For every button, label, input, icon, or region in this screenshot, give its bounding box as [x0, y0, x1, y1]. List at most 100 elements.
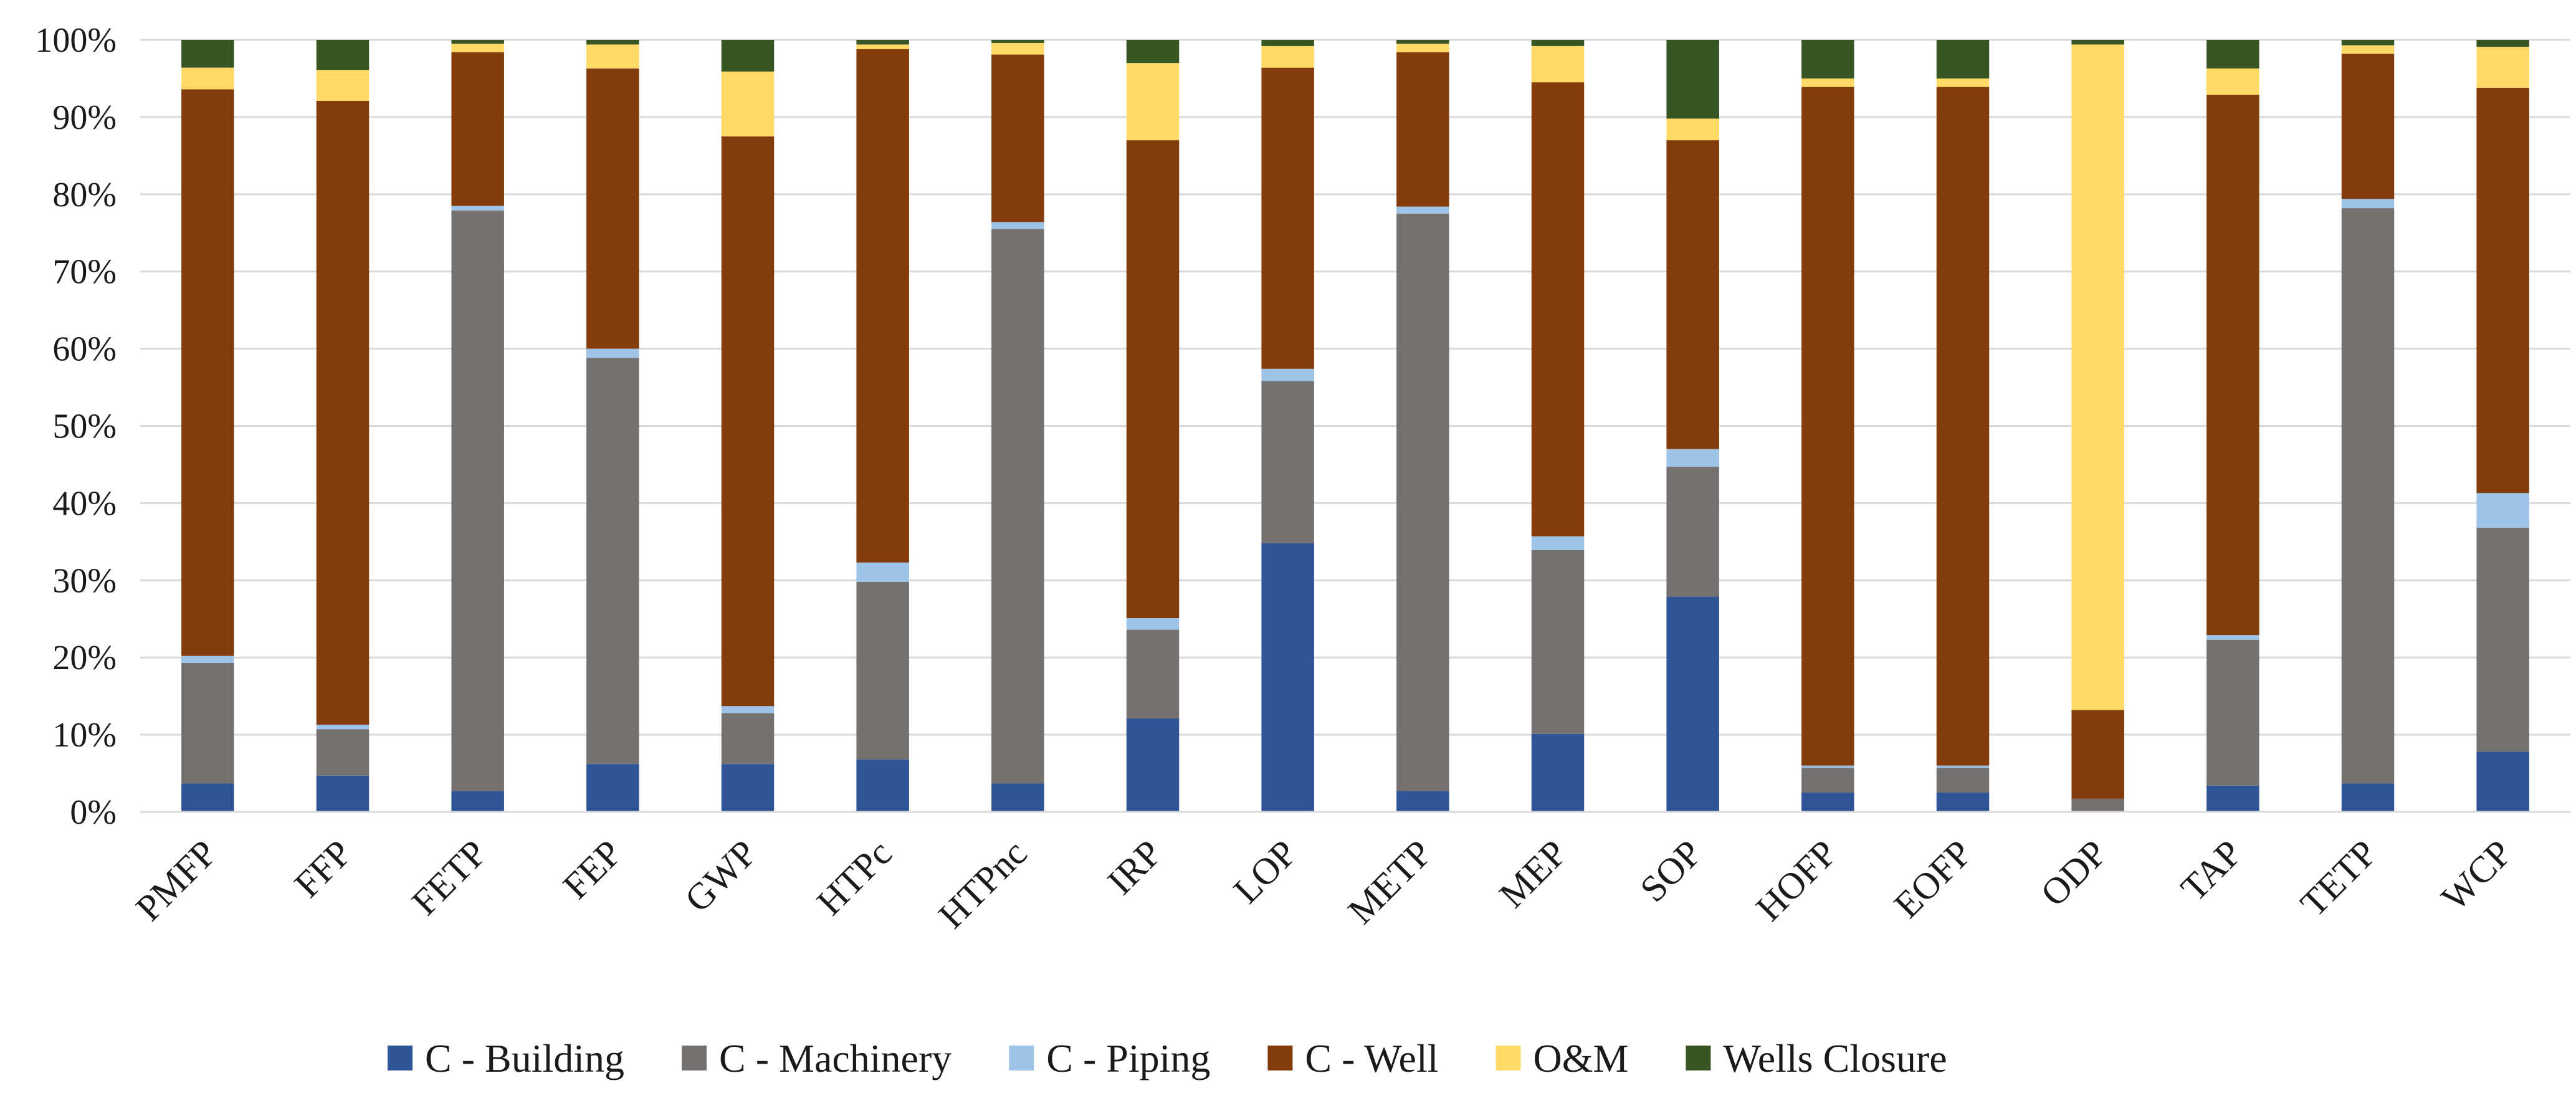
bar-stack-htpc — [856, 40, 909, 812]
bar-segment-fetp-wells-closure — [451, 40, 504, 44]
bar-segment-fetp-c-building — [451, 791, 504, 812]
bar-segment-pmfp-c-well — [181, 89, 234, 656]
legend-swatch-o-m — [1496, 1046, 1521, 1070]
bar-segment-ffp-o-m — [316, 70, 370, 101]
bar-segment-sop-c-piping — [1666, 449, 1719, 467]
bar-stack-ffp — [316, 40, 370, 812]
bar-segment-ffp-c-machinery — [316, 729, 370, 776]
bar-segment-gwp-c-piping — [721, 706, 775, 713]
bar-segment-lop-c-piping — [1261, 368, 1314, 381]
bar-segment-lop-c-well — [1261, 67, 1314, 369]
bar-segment-htpc-o-m — [856, 44, 909, 49]
x-tick-label-tetp: TETP — [2292, 832, 2385, 925]
x-tick-label-irp: IRP — [1099, 832, 1170, 903]
bar-segment-metp-c-well — [1396, 52, 1449, 207]
legend-label-c-machinery: C - Machinery — [719, 1036, 952, 1080]
legend-swatch-wells-closure — [1686, 1046, 1711, 1070]
bar-segment-gwp-c-well — [721, 136, 775, 707]
bar-stack-odp — [2071, 40, 2124, 812]
y-tick-label-20: 20% — [52, 639, 117, 677]
bar-segment-lop-c-machinery — [1261, 381, 1314, 543]
bar-segment-irp-c-piping — [1126, 618, 1180, 630]
bar-stack-hofp — [1801, 40, 1854, 812]
x-tick-label-eofp: EOFP — [1886, 832, 1980, 926]
x-tick-label-wcp: WCP — [2433, 832, 2520, 919]
y-tick-label-50: 50% — [52, 408, 117, 446]
bar-segment-fetp-c-well — [451, 52, 504, 206]
bar-segment-pmfp-o-m — [181, 67, 234, 90]
bar-segment-irp-o-m — [1126, 63, 1180, 141]
bar-stack-wcp — [2476, 40, 2529, 812]
bar-segment-eofp-c-well — [1936, 87, 1990, 766]
bar-segment-ffp-c-building — [316, 775, 370, 812]
x-tick-label-sop: SOP — [1632, 832, 1710, 910]
bar-segment-mep-c-piping — [1531, 536, 1585, 550]
x-tick-label-lop: LOP — [1226, 832, 1305, 912]
bar-segment-mep-c-well — [1531, 82, 1585, 536]
bar-segment-eofp-c-machinery — [1936, 768, 1990, 793]
bar-stack-tetp — [2341, 40, 2395, 812]
bar-segment-fep-c-machinery — [586, 358, 639, 765]
bar-segment-tap-o-m — [2206, 68, 2259, 95]
x-tick-label-fetp: FETP — [404, 832, 495, 923]
bar-segment-htpc-wells-closure — [856, 40, 909, 45]
bar-stack-mep — [1531, 40, 1585, 812]
bar-segment-mep-o-m — [1531, 45, 1585, 83]
gridlines — [140, 39, 2570, 813]
y-tick-label-30: 30% — [52, 561, 117, 600]
x-tick-label-mep: MEP — [1491, 832, 1575, 916]
bar-segment-htpc-c-building — [856, 759, 909, 812]
bar-segment-metp-wells-closure — [1396, 40, 1449, 44]
bar-stack-eofp — [1936, 40, 1990, 812]
bar-segment-tap-wells-closure — [2206, 40, 2259, 69]
bar-segment-wcp-c-well — [2476, 87, 2529, 493]
x-tick-label-htpc: HTPc — [809, 832, 900, 923]
bar-segment-tetp-c-piping — [2341, 199, 2395, 209]
bar-segment-fep-c-piping — [586, 348, 639, 358]
bar-segment-pmfp-c-machinery — [181, 662, 234, 784]
y-tick-label-80: 80% — [52, 176, 117, 214]
bar-segment-htpc-c-machinery — [856, 581, 909, 760]
bar-segment-irp-c-machinery — [1126, 629, 1180, 719]
bar-segment-metp-o-m — [1396, 44, 1449, 52]
bar-segment-pmfp-wells-closure — [181, 40, 234, 68]
legend: C - Building C - Machinery C - Piping C - W… — [388, 1036, 1947, 1080]
x-tick-label-hofp: HOFP — [1748, 832, 1844, 929]
bar-segment-odp-wells-closure — [2071, 40, 2124, 45]
bar-segment-tap-c-machinery — [2206, 639, 2259, 786]
bar-segment-hofp-c-well — [1801, 87, 1854, 766]
legend-label-c-building: C - Building — [425, 1036, 624, 1080]
bar-segment-fetp-o-m — [451, 44, 504, 52]
bar-segment-irp-wells-closure — [1126, 40, 1180, 64]
bar-segment-htpnc-wells-closure — [991, 40, 1044, 43]
bar-segment-tap-c-piping — [2206, 635, 2259, 640]
bar-segment-hofp-o-m — [1801, 78, 1854, 87]
bar-segment-irp-c-building — [1126, 718, 1180, 812]
bar-segment-fetp-c-machinery — [451, 210, 504, 791]
legend-item-o-m: O&M — [1496, 1036, 1628, 1080]
bar-segment-sop-c-well — [1666, 140, 1719, 449]
legend-swatch-c-building — [388, 1046, 413, 1070]
bar-segment-mep-wells-closure — [1531, 40, 1585, 46]
bar-segment-odp-c-machinery — [2071, 798, 2124, 812]
x-tick-label-pmfp: PMFP — [128, 832, 224, 929]
bar-segment-tetp-c-well — [2341, 54, 2395, 199]
bar-segment-pmfp-c-building — [181, 783, 234, 812]
y-tick-label-70: 70% — [52, 253, 117, 292]
x-tick-label-metp: METP — [1340, 832, 1440, 932]
bar-segment-hofp-c-machinery — [1801, 768, 1854, 793]
x-tick-label-ffp: FFP — [287, 832, 360, 905]
bar-stack-fep — [586, 40, 639, 812]
bar-segment-eofp-o-m — [1936, 78, 1990, 87]
bar-segment-tetp-c-building — [2341, 783, 2395, 812]
bar-segment-wcp-wells-closure — [2476, 40, 2529, 47]
bars — [181, 40, 2529, 812]
bar-segment-hofp-c-building — [1801, 793, 1854, 812]
bar-segment-wcp-c-piping — [2476, 493, 2529, 528]
legend-swatch-c-well — [1267, 1046, 1293, 1070]
y-tick-label-0: 0% — [70, 793, 117, 832]
y-tick-label-40: 40% — [52, 484, 117, 523]
legend-item-c-well: C - Well — [1267, 1036, 1439, 1080]
bar-segment-metp-c-machinery — [1396, 213, 1449, 791]
